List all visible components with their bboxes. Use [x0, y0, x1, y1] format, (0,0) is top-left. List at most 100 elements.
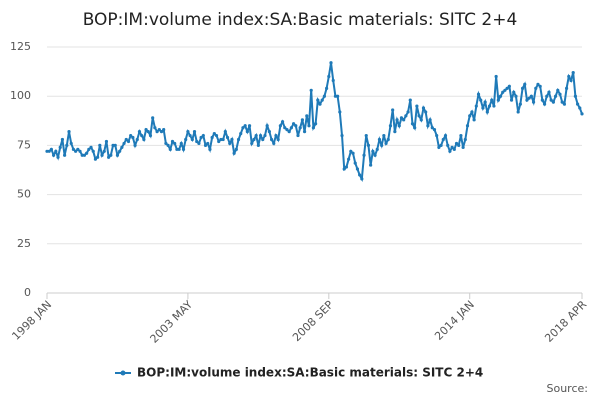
data-point [258, 133, 263, 138]
data-point [85, 151, 89, 155]
data-point [252, 137, 256, 142]
data-point [358, 173, 362, 177]
data-point [410, 122, 415, 126]
data-point [380, 143, 384, 147]
data-point [144, 128, 148, 132]
data-point [351, 151, 355, 155]
data-point [329, 61, 333, 65]
data-point [111, 143, 115, 147]
data-point [296, 133, 300, 138]
data-point [318, 102, 322, 106]
data-point [175, 147, 179, 151]
data-point [415, 104, 419, 108]
data-point [311, 126, 315, 130]
data-point [571, 70, 575, 75]
data-point [60, 137, 65, 142]
data-point [199, 135, 203, 140]
data-point [164, 141, 168, 146]
data-point [342, 167, 346, 171]
data-point [148, 133, 153, 138]
data-point [408, 98, 412, 102]
data-point [468, 114, 472, 118]
data-point [564, 86, 569, 90]
data-point [558, 92, 562, 96]
data-point [395, 118, 399, 122]
legend-label: BOP:IM:volume index:SA:Basic materials: … [137, 366, 483, 380]
data-point [280, 120, 285, 124]
data-point [514, 94, 518, 98]
data-point [208, 147, 212, 151]
chart-title: BOP:IM:volume index:SA:Basic materials: … [83, 10, 518, 30]
data-point [243, 124, 247, 128]
data-point [457, 143, 461, 147]
data-point [516, 110, 520, 114]
data-point [384, 141, 388, 146]
data-point [386, 137, 390, 142]
data-point [338, 110, 342, 114]
data-point [113, 143, 117, 147]
data-point [203, 143, 208, 147]
data-point [483, 100, 487, 104]
data-point [322, 94, 327, 98]
data-point [269, 137, 274, 142]
data-point [186, 130, 190, 134]
data-point [474, 104, 478, 108]
data-point [305, 114, 309, 118]
data-point [435, 133, 439, 138]
data-point [307, 124, 311, 128]
data-point [206, 141, 210, 146]
data-point [107, 155, 111, 159]
data-point [349, 149, 353, 153]
data-point [272, 141, 276, 146]
data-point [472, 118, 476, 122]
data-point [276, 137, 280, 142]
data-point [241, 126, 245, 130]
data-point [525, 98, 529, 102]
data-point [291, 122, 296, 126]
data-point [181, 147, 186, 151]
y-tick-label: 25 [17, 237, 31, 250]
data-point [283, 126, 287, 130]
data-point [239, 131, 243, 136]
data-point [298, 126, 302, 130]
data-point [56, 155, 60, 159]
data-point [69, 141, 73, 146]
data-point [498, 94, 503, 98]
data-point [263, 133, 267, 138]
data-point [157, 128, 161, 132]
data-point [201, 133, 205, 138]
data-point [573, 94, 577, 98]
data-point [450, 145, 454, 149]
data-point [142, 137, 146, 142]
data-point [192, 130, 197, 134]
data-point [254, 133, 258, 138]
data-point [100, 153, 104, 157]
data-point [76, 147, 80, 151]
data-point [131, 135, 135, 140]
data-point [214, 133, 219, 138]
data-point [560, 100, 564, 104]
data-point [151, 116, 155, 120]
data-point [314, 122, 318, 126]
data-point [285, 128, 289, 132]
data-point [115, 153, 120, 157]
data-point [98, 143, 102, 147]
data-point [320, 98, 324, 102]
data-point [377, 137, 382, 142]
data-point [536, 82, 540, 86]
data-point [371, 149, 375, 153]
data-point [133, 143, 137, 147]
data-point [523, 82, 527, 86]
data-point [67, 130, 71, 134]
data-point [89, 145, 93, 149]
data-point [527, 96, 531, 100]
data-point [327, 74, 331, 79]
data-point [140, 133, 144, 138]
data-point [228, 141, 232, 146]
data-point [549, 98, 553, 102]
data-point [397, 124, 401, 128]
data-point [567, 74, 571, 79]
data-point [289, 126, 293, 130]
data-point [492, 104, 496, 108]
data-point [325, 86, 329, 90]
